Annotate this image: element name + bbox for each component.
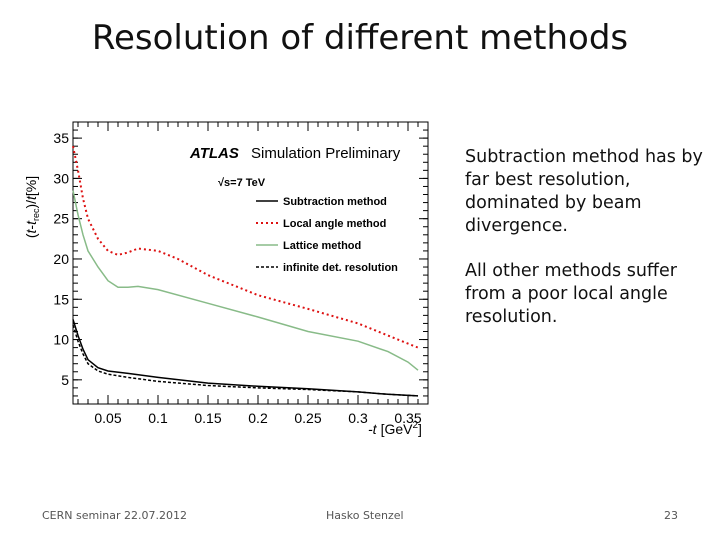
y-tick-label: 25 — [53, 211, 69, 227]
slide-title: Resolution of different methods — [91, 18, 629, 58]
y-tick-label: 30 — [53, 170, 69, 186]
energy-value: =7 TeV — [230, 177, 266, 189]
x-axis-unit: [GeV — [381, 421, 414, 437]
y-tick-label: 15 — [53, 291, 69, 307]
plot-frame — [72, 121, 429, 405]
x-tick-label: 0.25 — [294, 410, 321, 426]
x-tick-label: 0.15 — [194, 410, 221, 426]
footer-event: CERN seminar 22.07.2012 — [42, 509, 187, 522]
atlas-label: ATLAS — [189, 145, 239, 162]
x-axis-label: -t [GeV2] — [368, 420, 422, 437]
bullet-list: Subtraction method has by far best resol… — [465, 146, 715, 351]
y-label-minus: - — [23, 225, 39, 230]
energy-label: √s=7 TeV — [218, 177, 266, 189]
y-label-trec: t — [23, 220, 39, 225]
y-label-open: ( — [23, 233, 39, 238]
y-label-sub: rec — [31, 208, 41, 221]
bullet-2: All other methods suffer from a poor loc… — [465, 261, 677, 327]
x-tick-label: 0.05 — [94, 410, 121, 426]
x-tick-label: 0.35 — [394, 410, 421, 426]
chart-container: 0.05 0.1 0.15 0.2 0.25 0.3 0.35 5 10 15 20 25 30 35 S… — [18, 112, 438, 452]
series-line-lattice-method — [72, 190, 419, 371]
series-line-infinite-det-resolution — [72, 324, 419, 397]
y-tick-label: 35 — [53, 130, 69, 146]
y-tick-label: 10 — [53, 332, 69, 348]
legend-label-local-angle-method: Local angle method — [283, 218, 386, 230]
x-axis-var: -t — [368, 421, 378, 437]
x-tick-label: 0.2 — [248, 410, 268, 426]
x-tick-label: 0.1 — [148, 410, 168, 426]
y-label-t: t — [23, 228, 39, 233]
footer-page-number: 23 — [664, 509, 678, 522]
legend-label-infinite-det-resolution: infinite det. resolution — [283, 262, 398, 274]
y-label-t2: t — [23, 195, 39, 200]
footer-author: Hasko Stenzel — [326, 509, 404, 522]
x-tick-label: 0.3 — [348, 410, 368, 426]
y-label-close: )/ — [23, 200, 39, 209]
y-label-pct: [%] — [23, 176, 39, 196]
y-axis-label: (t-trec)/t[%] — [23, 176, 41, 238]
series-line-local-angle-method — [72, 145, 419, 349]
legend-label-subtraction-method: Subtraction method — [283, 196, 387, 208]
x-axis-sup: 2 — [412, 420, 418, 431]
energy-prefix: √s — [218, 177, 230, 189]
legend-label-lattice-method: Lattice method — [283, 240, 361, 252]
bullet-1: Subtraction method has by far best resol… — [465, 147, 703, 236]
y-tick-label: 5 — [61, 372, 69, 388]
resolution-chart: 0.05 0.1 0.15 0.2 0.25 0.3 0.35 5 10 15 20 25 30 35 S… — [23, 121, 429, 437]
y-tick-label: 20 — [53, 251, 69, 267]
simulation-label: Simulation Preliminary — [251, 145, 401, 162]
x-axis-end: ] — [418, 421, 422, 437]
